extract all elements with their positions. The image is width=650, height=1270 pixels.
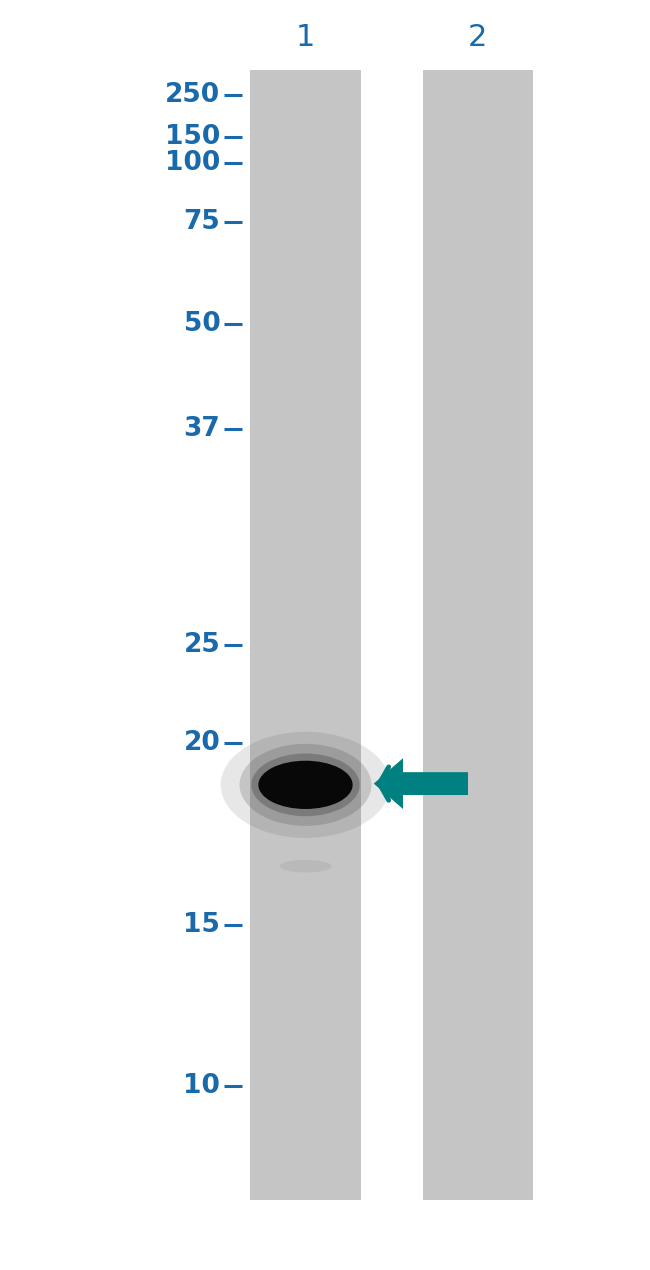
Text: 250: 250 [165, 83, 220, 108]
Ellipse shape [259, 761, 352, 809]
Text: 150: 150 [165, 124, 220, 150]
Text: 75: 75 [183, 210, 220, 235]
Text: 15: 15 [183, 912, 220, 937]
Ellipse shape [280, 860, 332, 872]
FancyArrow shape [374, 758, 468, 809]
Text: 37: 37 [183, 417, 220, 442]
Text: 1: 1 [296, 23, 315, 52]
Text: 20: 20 [183, 730, 220, 756]
Bar [422, 70, 533, 1200]
Ellipse shape [239, 744, 372, 826]
Ellipse shape [252, 753, 359, 817]
Bar [250, 70, 361, 1200]
Ellipse shape [220, 732, 390, 838]
Text: 2: 2 [468, 23, 488, 52]
Text: 50: 50 [183, 311, 220, 337]
Text: 25: 25 [183, 632, 220, 658]
Text: 100: 100 [165, 150, 220, 175]
Text: 10: 10 [183, 1073, 220, 1099]
